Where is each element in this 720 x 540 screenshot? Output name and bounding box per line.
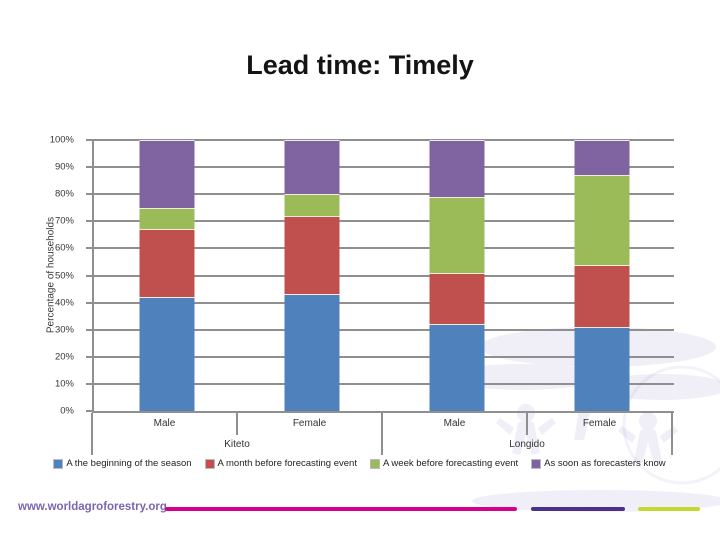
legend-label-2: A week before forecasting event [382, 458, 519, 469]
bar-segment [574, 327, 629, 411]
y-tick-80 [86, 193, 94, 196]
y-tick-label-100: 100% [49, 134, 74, 146]
gridline-30 [94, 328, 674, 331]
bar-segment [139, 207, 194, 230]
y-tick-60 [86, 247, 94, 250]
stacked-bar-male-0 [139, 140, 194, 411]
legend-item-1: A month before forecasting event [204, 458, 357, 469]
group-label-longido: Longido [509, 439, 545, 450]
y-tick-40 [86, 301, 94, 304]
y-tick-30 [86, 328, 94, 331]
legend-item-3: As soon as forecasters know [531, 458, 666, 469]
category-axis-labels: Male Female Male Female [91, 413, 673, 455]
gridline-90 [94, 166, 674, 169]
axis-separator-2 [381, 413, 383, 455]
y-tick-20 [86, 355, 94, 358]
gridline-60 [94, 247, 674, 250]
axis-separator-4 [671, 413, 673, 455]
group-axis-labels: Kiteto Longido [92, 435, 672, 455]
gridline-100 [94, 139, 674, 141]
y-axis-tick-labels: 0% 10% 20% 30% 40% 50% 60% 70% 80% 90% 100% [36, 135, 84, 417]
legend-swatch-1 [204, 458, 215, 469]
legend-label-1: A month before forecasting event [217, 458, 357, 469]
footer-divider-line-green [638, 507, 700, 511]
y-tick-label-60: 60% [54, 242, 74, 254]
y-tick-label-10: 10% [54, 378, 74, 390]
footer-divider-line-pink [165, 507, 517, 511]
category-label-1: Female [292, 418, 327, 429]
y-tick-90 [86, 166, 94, 169]
y-tick-70 [86, 220, 94, 223]
y-tick-50 [86, 274, 94, 277]
gridline-70 [94, 220, 674, 223]
y-tick-label-50: 50% [54, 270, 74, 281]
legend-swatch-0 [53, 458, 64, 469]
category-label-3: Female [582, 418, 617, 429]
stacked-bar-male-2 [429, 140, 484, 411]
bar-segment [139, 140, 194, 208]
axis-separator-3 [526, 413, 528, 435]
y-tick-label-70: 70% [54, 215, 74, 227]
legend-item-0: A the beginning of the season [53, 458, 192, 469]
y-tick-label-40: 40% [54, 297, 74, 309]
bar-segment [574, 175, 629, 265]
axis-separator-0 [91, 413, 93, 455]
bar-segment [429, 140, 484, 197]
bar-segment [429, 272, 484, 325]
legend-swatch-3 [531, 458, 542, 469]
legend-item-2: A week before forecasting event [369, 458, 519, 469]
group-label-kiteto: Kiteto [224, 439, 250, 450]
category-label-2: Male [443, 418, 466, 429]
footer-url-link[interactable]: www.worldagroforestry.org [18, 501, 167, 513]
gridline-80 [94, 193, 674, 196]
chart-legend: A the beginning of the season A month bef… [0, 458, 720, 469]
bar-segment [284, 140, 339, 195]
gridline-50 [94, 274, 674, 277]
bar-segment [284, 215, 339, 295]
gridline-10 [94, 382, 674, 385]
bar-segment [574, 264, 629, 327]
y-tick-10 [86, 382, 94, 385]
gridline-20 [94, 355, 674, 358]
gridline-40 [94, 301, 674, 304]
stacked-bar-female-1 [284, 140, 339, 411]
bar-segment [429, 324, 484, 411]
bar-segment [139, 297, 194, 411]
axis-separator-1 [236, 413, 238, 435]
y-tick-label-20: 20% [54, 351, 74, 363]
y-tick-label-30: 30% [54, 324, 74, 336]
footer: www.worldagroforestry.org [0, 494, 720, 524]
y-tick-label-90: 90% [54, 161, 74, 173]
stacked-bar-female-3 [574, 140, 629, 411]
bar-segment [139, 229, 194, 298]
bar-segment [284, 294, 339, 411]
footer-divider-line-purple [531, 507, 625, 511]
bar-segment [284, 194, 339, 216]
legend-swatch-2 [369, 458, 380, 469]
legend-label-0: A the beginning of the season [66, 458, 192, 469]
y-tick-label-80: 80% [54, 188, 74, 200]
category-label-0: Male [153, 418, 176, 429]
y-tick-0 [86, 410, 94, 412]
bar-segment [574, 140, 629, 176]
chart-title: Lead time: Timely [246, 50, 474, 80]
plot-area [86, 139, 674, 413]
bar-segment [429, 196, 484, 273]
y-tick-100 [86, 139, 94, 141]
legend-label-3: As soon as forecasters know [544, 458, 666, 469]
y-tick-label-0: 0% [60, 405, 74, 417]
